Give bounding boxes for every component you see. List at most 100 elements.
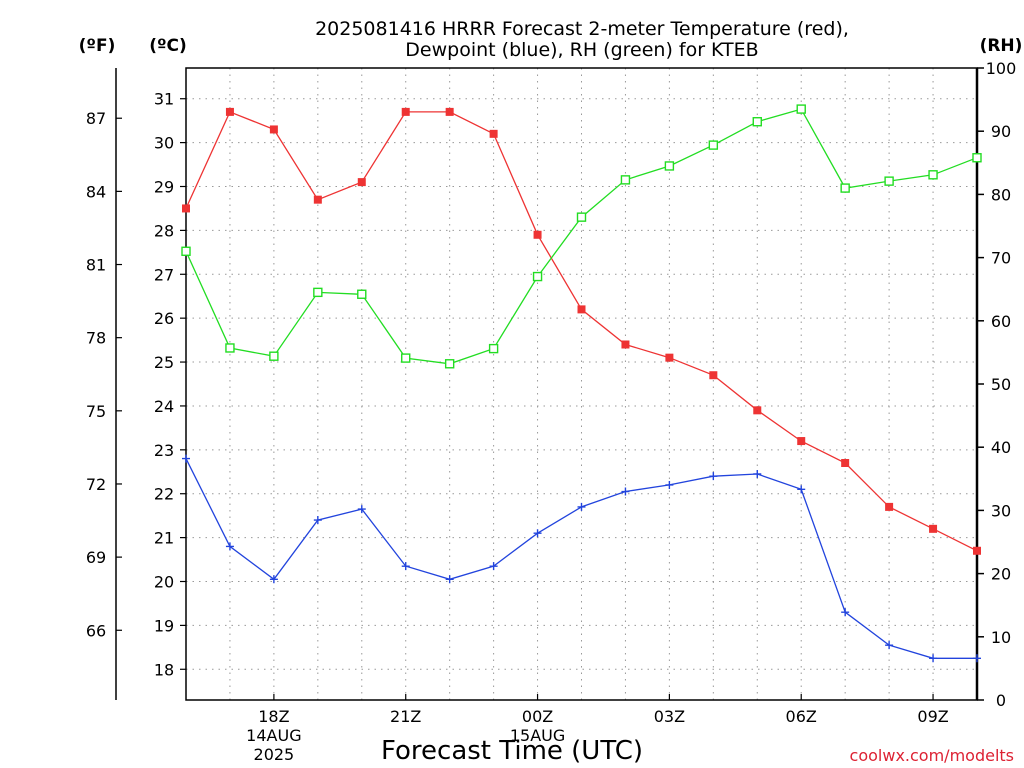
temperature-point bbox=[709, 371, 718, 380]
fahrenheit-tick-label: 87 bbox=[86, 109, 106, 128]
dewpoint-point bbox=[533, 529, 542, 538]
rh-point bbox=[488, 343, 499, 354]
dewpoint-point bbox=[577, 502, 586, 511]
temperature-point bbox=[797, 437, 806, 446]
rh-tick-label: 10 bbox=[991, 628, 1011, 647]
temperature-point bbox=[445, 107, 454, 116]
x-tick-label: 09Z bbox=[917, 707, 948, 726]
celsius-tick-label: 28 bbox=[154, 221, 174, 240]
temperature-point bbox=[577, 305, 586, 314]
celsius-tick-label: 29 bbox=[154, 178, 174, 197]
rh-point bbox=[357, 289, 367, 299]
celsius-tick-label: 24 bbox=[154, 397, 174, 416]
axes bbox=[115, 67, 979, 701]
x-tick-label: 06Z bbox=[786, 707, 817, 726]
dewpoint-point bbox=[665, 480, 674, 489]
temperature-point bbox=[401, 107, 410, 116]
rh-point bbox=[840, 183, 850, 193]
rh-tick-label: 50 bbox=[991, 375, 1011, 394]
celsius-tick-label: 30 bbox=[154, 134, 174, 153]
fahrenheit-unit-label: (ºF) bbox=[79, 36, 116, 56]
temperature-point bbox=[182, 204, 190, 213]
dewpoint-point bbox=[225, 542, 234, 551]
temperature-point bbox=[665, 353, 674, 362]
dewpoint-point bbox=[269, 575, 278, 584]
rh-tick-label: 20 bbox=[991, 565, 1011, 584]
dewpoint-point bbox=[709, 472, 718, 481]
dewpoint-point bbox=[797, 485, 806, 494]
dewpoint-point bbox=[401, 562, 410, 571]
fahrenheit-tick-label: 72 bbox=[86, 475, 106, 494]
dewpoint-point bbox=[841, 608, 850, 617]
celsius-tick-label: 26 bbox=[154, 309, 174, 328]
rh-point bbox=[313, 287, 323, 298]
temperature-point bbox=[841, 459, 850, 467]
rh-tick-label: 30 bbox=[991, 501, 1011, 520]
rh-point bbox=[752, 117, 762, 127]
rh-point bbox=[664, 161, 675, 171]
fahrenheit-tick-label: 78 bbox=[86, 329, 106, 348]
temperature-point bbox=[533, 230, 542, 239]
rh-tick-label: 100 bbox=[986, 59, 1017, 78]
rh-point bbox=[576, 212, 587, 222]
rh-point bbox=[708, 140, 719, 150]
rh-tick-label: 60 bbox=[991, 312, 1011, 331]
celsius-unit-label: (ºC) bbox=[149, 36, 187, 56]
x-tick-label: 00Z bbox=[522, 707, 553, 726]
rh-point bbox=[620, 175, 631, 185]
fahrenheit-tick-label: 81 bbox=[86, 256, 106, 275]
temperature-point bbox=[489, 129, 498, 138]
dewpoint-point bbox=[929, 654, 938, 663]
rh-point bbox=[928, 170, 938, 180]
rh-tick-label: 40 bbox=[991, 438, 1011, 457]
x-axis-title: Forecast Time (UTC) bbox=[381, 736, 643, 766]
dewpoint-point bbox=[357, 505, 366, 514]
rh-unit-label: (RH) bbox=[980, 36, 1023, 56]
ticks: 18 19 20 21 22 23 24 25 26 27 28 29 30 31 66 69 72 75 78 81… bbox=[86, 59, 1016, 764]
rh-point bbox=[884, 176, 894, 186]
grid bbox=[186, 68, 977, 700]
temperature-point bbox=[885, 502, 894, 511]
celsius-tick-label: 19 bbox=[154, 616, 174, 635]
rh-point bbox=[796, 104, 806, 114]
rh-point bbox=[225, 343, 235, 353]
celsius-tick-label: 23 bbox=[154, 441, 174, 460]
temperature-point bbox=[753, 406, 762, 415]
fahrenheit-tick-label: 66 bbox=[86, 621, 106, 640]
rh-point bbox=[444, 359, 455, 369]
dewpoint-point bbox=[973, 654, 981, 663]
dewpoint-point bbox=[313, 516, 322, 525]
celsius-tick-label: 22 bbox=[154, 485, 174, 504]
rh-point bbox=[972, 153, 982, 163]
temperature-point bbox=[929, 524, 938, 533]
plot-frame bbox=[185, 67, 978, 701]
x-tick-label: 14AUG bbox=[246, 726, 301, 745]
series-temperature bbox=[182, 107, 981, 555]
dewpoint-point bbox=[445, 575, 454, 584]
rh-tick-label: 0 bbox=[996, 691, 1006, 710]
chart-title-line-1: 2025081416 HRRR Forecast 2-meter Tempera… bbox=[315, 18, 849, 40]
dewpoint-point bbox=[182, 454, 190, 463]
series-dewpoint bbox=[182, 454, 981, 663]
x-tick-label: 18Z bbox=[258, 707, 289, 726]
rh-tick-label: 70 bbox=[991, 249, 1011, 268]
temperature-point bbox=[225, 107, 234, 116]
celsius-tick-label: 20 bbox=[154, 573, 174, 592]
celsius-tick-label: 18 bbox=[154, 660, 174, 679]
rh-point bbox=[269, 351, 279, 361]
series-rh bbox=[181, 104, 982, 369]
temperature-point bbox=[269, 125, 278, 134]
x-tick-label: 15AUG bbox=[510, 726, 565, 745]
fahrenheit-tick-label: 84 bbox=[86, 182, 106, 201]
rh-tick-label: 80 bbox=[991, 185, 1011, 204]
rh-point bbox=[401, 353, 411, 363]
temperature-point bbox=[973, 546, 981, 555]
x-tick-label: 2025 bbox=[254, 745, 295, 764]
series bbox=[181, 104, 982, 663]
celsius-tick-label: 21 bbox=[154, 529, 174, 548]
fahrenheit-tick-label: 69 bbox=[86, 548, 106, 567]
temperature-point bbox=[313, 195, 322, 204]
fahrenheit-tick-label: 75 bbox=[86, 402, 106, 421]
rh-point bbox=[181, 246, 191, 256]
rh-point bbox=[532, 271, 543, 282]
